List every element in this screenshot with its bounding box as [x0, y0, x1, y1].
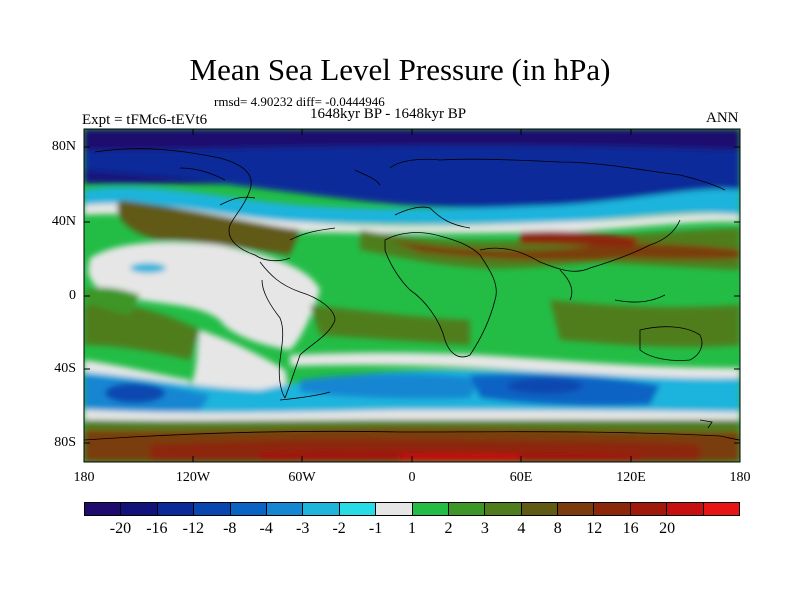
colorbar-cell	[558, 503, 595, 515]
colorbar-cell	[303, 503, 340, 515]
colorbar-cell	[630, 503, 668, 515]
colorbar-cell	[230, 503, 267, 515]
colorbar-label: 16	[622, 520, 639, 537]
lon-label-0: 0	[408, 470, 416, 485]
colorbar-label: -12	[182, 520, 204, 537]
period-label: 1648kyr BP - 1648kyr BP	[310, 106, 467, 122]
stats-label: rmsd= 4.90232 diff= -0.0444946	[214, 94, 385, 109]
lon-label-180w: 180	[73, 470, 95, 485]
colorbar-cell	[339, 503, 377, 515]
colorbar-label: 12	[586, 520, 603, 537]
colorbar-cell	[266, 503, 304, 515]
colorbar-label: -20	[109, 520, 132, 537]
lon-label-120w: 120W	[175, 470, 211, 485]
pressure-field	[84, 129, 740, 462]
colorbar-cell	[703, 503, 740, 515]
colorbar-cell	[485, 503, 522, 515]
colorbar-label: -3	[295, 520, 310, 537]
lat-label-80s: 80S	[54, 435, 76, 450]
colorbar-cell	[667, 503, 704, 515]
colorbar-cell	[376, 503, 413, 515]
colorbar-label: 1	[408, 520, 416, 537]
colorbar-cell	[594, 503, 631, 515]
colorbar-cell	[121, 503, 158, 515]
colorbar-cell	[157, 503, 195, 515]
colorbar-label: 20	[659, 520, 676, 537]
colorbar-cell	[85, 503, 122, 515]
lon-label-180e: 180	[729, 470, 751, 485]
season-label: ANN	[706, 110, 739, 126]
colorbar-cell	[521, 503, 559, 515]
lat-label-eq: 0	[69, 288, 76, 303]
colorbar-label: -1	[368, 520, 383, 537]
colorbar-label: 8	[553, 520, 562, 537]
coastlines	[84, 148, 740, 441]
colorbar-label: -16	[146, 520, 168, 537]
lon-label-60e: 60E	[509, 470, 533, 485]
colorbar-label: 3	[480, 520, 489, 537]
lat-label-40n: 40N	[51, 214, 76, 229]
lon-label-120e: 120E	[616, 470, 646, 485]
map-title: Mean Sea Level Pressure (in hPa)	[189, 52, 611, 87]
lon-label-60w: 60W	[288, 470, 316, 485]
colorbar-label: -8	[223, 520, 237, 537]
colorbar	[84, 502, 740, 516]
colorbar-label: 2	[444, 520, 453, 537]
experiment-label: Expt = tFMc6-tEVt6	[82, 112, 208, 128]
axis-ticks	[84, 129, 740, 462]
lat-label-40s: 40S	[54, 361, 76, 376]
colorbar-label: 4	[517, 520, 526, 537]
colorbar-label: -4	[259, 520, 273, 537]
colorbar-cell	[448, 503, 486, 515]
colorbar-cell	[412, 503, 449, 515]
colorbar-label: -2	[332, 520, 346, 537]
lat-label-80n: 80N	[51, 139, 76, 154]
colorbar-cell	[194, 503, 231, 515]
